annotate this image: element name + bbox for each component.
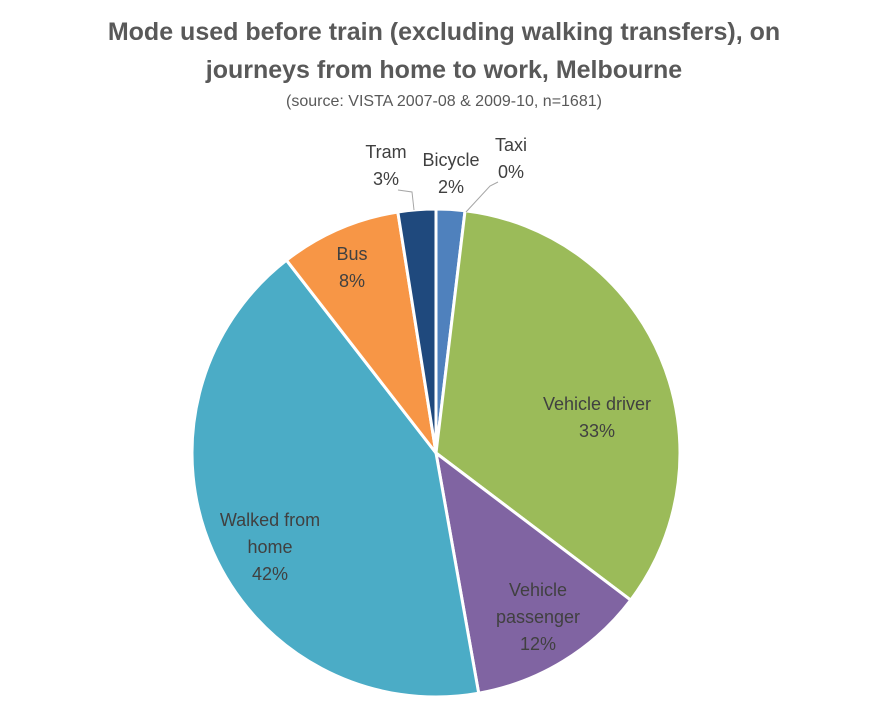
slice-label-walked-from-home: Walked from home 42% (220, 510, 320, 584)
leader-line-tram (397, 189, 415, 211)
slice-label-taxi: Taxi 0% (495, 135, 527, 182)
slice-label-vehicle-driver: Vehicle driver 33% (543, 394, 651, 441)
chart-title-line-1: Mode used before train (excluding walkin… (107, 18, 781, 46)
pie-slice-walked-from-home (190, 258, 481, 699)
slice-label-tram: Tram 3% (365, 142, 406, 189)
leader-line-taxi (465, 181, 499, 213)
pie-slice-tram (396, 207, 438, 455)
pie-slice-vehicle-driver (434, 209, 682, 602)
slice-label-bicycle: Bicycle 2% (422, 150, 479, 197)
pie-slice-bus (284, 210, 438, 455)
chart-subtitle: (source: VISTA 2007-08 & 2009-10, n=1681… (286, 93, 602, 110)
slice-label-vehicle-passenger: Vehicle passenger 12% (496, 580, 580, 654)
slice-label-bus: Bus 8% (336, 244, 367, 291)
pie-slice-vehicle-passenger (434, 451, 633, 695)
chart-title-line-2: journeys from home to work, Melbourne (205, 56, 683, 84)
